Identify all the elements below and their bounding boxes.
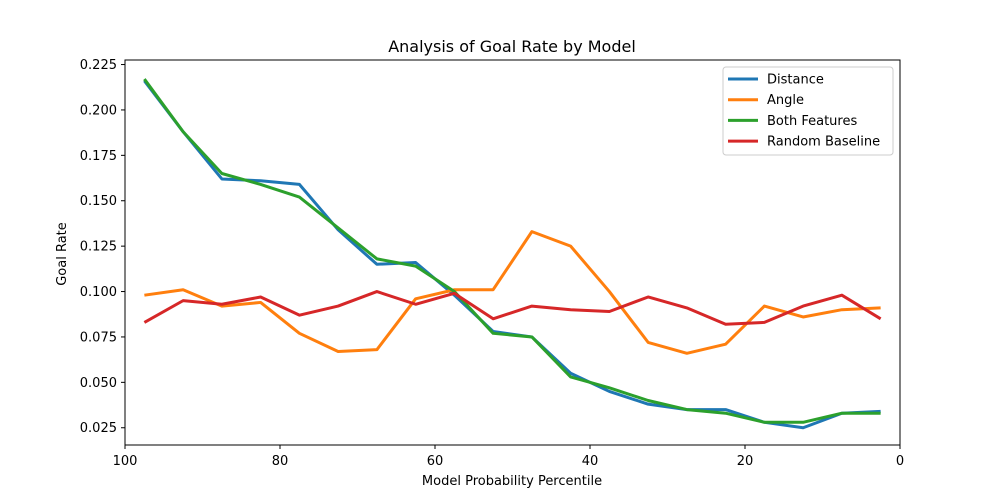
x-tick-label: 100 (113, 454, 138, 469)
chart-title: Analysis of Goal Rate by Model (388, 37, 636, 56)
legend-label-random-baseline: Random Baseline (767, 135, 880, 150)
legend-label-both-features: Both Features (767, 114, 857, 129)
y-tick-label: 0.225 (80, 58, 117, 73)
legend-label-angle: Angle (767, 93, 804, 108)
y-tick-label: 0.150 (80, 194, 117, 209)
y-tick-label: 0.100 (80, 285, 117, 300)
plot-area (143, 78, 882, 430)
x-tick-label: 40 (582, 454, 599, 469)
x-tick-label: 60 (427, 454, 444, 469)
legend: Distance Angle Both Features Random Baselin… (722, 66, 894, 156)
series-line-random-baseline (143, 290, 882, 326)
y-tick-label: 0.125 (80, 240, 117, 255)
axes-frame (124, 59, 901, 446)
y-tick-label: 0.050 (80, 376, 117, 391)
legend-label-distance: Distance (767, 73, 824, 88)
series-line-both-features (143, 78, 881, 424)
y-tick-label: 0.175 (80, 149, 117, 164)
x-axis-label: Model Probability Percentile (422, 474, 602, 489)
series-line-angle (144, 230, 881, 355)
y-axis-label: Goal Rate (55, 222, 70, 286)
legend-box (722, 66, 894, 156)
axes: 100 80 60 40 20 0 0.025 0.050 0.075 0.100 0.125 0.1… (80, 58, 904, 469)
y-tick-label: 0.200 (80, 103, 117, 118)
x-tick-label: 20 (737, 454, 754, 469)
x-tick-label: 0 (896, 454, 904, 469)
y-tick-label: 0.075 (80, 330, 117, 345)
y-tick-label: 0.025 (80, 421, 117, 436)
x-tick-label: 80 (272, 454, 289, 469)
